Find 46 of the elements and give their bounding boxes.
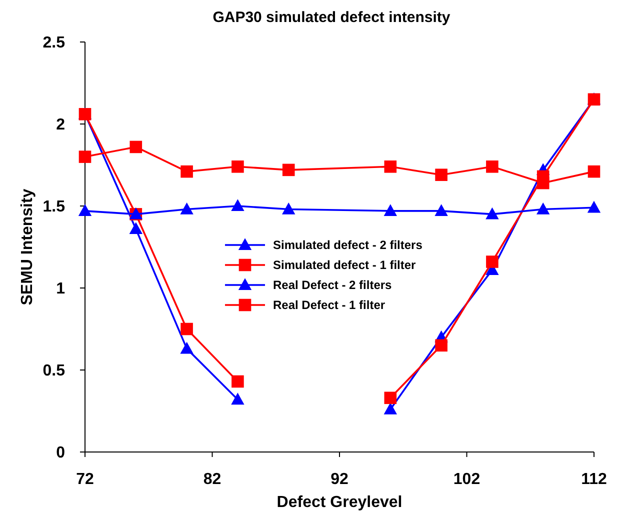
point — [384, 392, 397, 404]
chart-title: GAP30 simulated defect intensity — [212, 9, 451, 26]
x-tick-label: 72 — [76, 471, 94, 488]
point — [486, 256, 498, 268]
x-tick-label: 102 — [453, 471, 480, 488]
point — [180, 342, 193, 354]
point — [180, 165, 193, 178]
point — [384, 403, 397, 414]
point — [435, 168, 448, 181]
point — [232, 375, 244, 388]
point — [78, 204, 92, 216]
point — [588, 165, 600, 178]
point — [435, 339, 448, 352]
x-tick-label: 82 — [203, 471, 222, 488]
point — [486, 208, 498, 220]
point — [78, 150, 92, 163]
point — [486, 160, 498, 173]
legend-label: Real Defect - 1 filter — [273, 298, 386, 312]
y-tick-label: 1 — [56, 280, 66, 298]
y-tick-label: 0 — [56, 444, 66, 462]
point — [232, 160, 244, 173]
point — [130, 222, 142, 234]
x-tick-label: 112 — [581, 471, 608, 488]
point — [130, 140, 142, 154]
point — [232, 393, 244, 405]
point — [536, 203, 550, 214]
legend-label: Simulated defect - 2 filters — [273, 238, 423, 252]
legend-label: Simulated defect - 1 filter — [273, 258, 416, 272]
legend-label: Real Defect - 2 filters — [273, 278, 392, 292]
point — [180, 203, 193, 214]
x-tick-label: 92 — [330, 471, 348, 488]
x-axis-title: Defect Greylevel — [276, 494, 402, 511]
y-tick-label: 0.5 — [42, 362, 66, 380]
y-axis-title: SEMU Intensity — [19, 188, 36, 306]
point — [180, 322, 193, 336]
y-tick-label: 1.5 — [42, 198, 66, 216]
point — [435, 204, 448, 216]
point — [384, 160, 397, 173]
point — [282, 203, 295, 214]
y-tick-label: 2.5 — [42, 34, 66, 52]
point — [536, 176, 550, 190]
point — [282, 164, 295, 176]
point — [384, 204, 397, 216]
point — [232, 200, 244, 212]
y-tick-label: 2 — [56, 116, 66, 134]
point — [588, 201, 600, 213]
